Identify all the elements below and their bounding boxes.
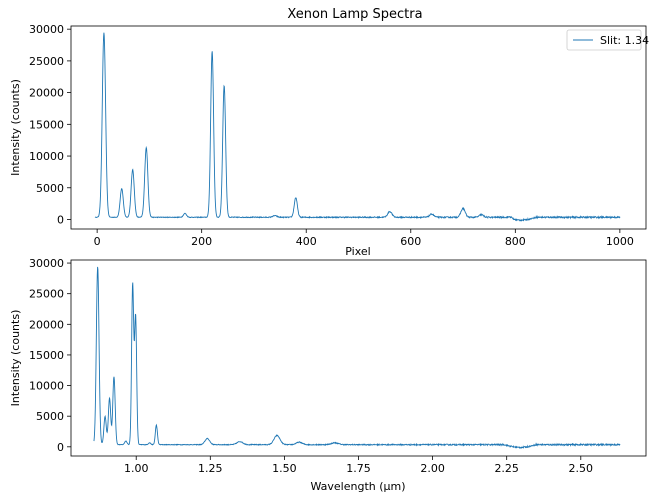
bottom-panel: 1.00 1.25 1.50 1.75 2.00 2.25 2.50 0 5000 10000 1… xyxy=(9,257,647,493)
top-y-ticks: 0 5000 10000 15000 20000 25000 30000 xyxy=(29,23,71,226)
x-tick-label: 1.75 xyxy=(346,462,371,475)
series-line xyxy=(94,32,621,222)
y-tick-label: 30000 xyxy=(29,23,64,36)
y-tick-label: 20000 xyxy=(29,318,64,331)
top-x-axis-label: Pixel xyxy=(345,245,370,258)
bottom-y-axis-label: Intensity (counts) xyxy=(9,310,22,407)
top-panel: Xenon Lamp Spectra 0 200 400 600 800 1000 0 50… xyxy=(9,7,649,258)
y-tick-label: 0 xyxy=(57,213,64,226)
legend: Slit: 1.34 xyxy=(566,29,649,51)
y-tick-label: 15000 xyxy=(29,349,64,362)
x-tick-label: 1.50 xyxy=(272,462,297,475)
series-line xyxy=(93,266,621,449)
y-tick-label: 25000 xyxy=(29,55,64,68)
x-tick-label: 1.25 xyxy=(198,462,223,475)
x-tick-label: 1.00 xyxy=(124,462,149,475)
bottom-axes-frame xyxy=(70,259,647,457)
y-tick-label: 0 xyxy=(57,441,64,454)
bottom-y-ticks: 0 5000 10000 15000 20000 25000 30000 xyxy=(29,257,71,454)
bottom-plot-area xyxy=(93,266,621,449)
x-tick-label: 1000 xyxy=(606,235,634,248)
x-tick-label: 2.25 xyxy=(494,462,519,475)
legend-box xyxy=(566,29,642,51)
y-tick-label: 30000 xyxy=(29,257,64,270)
top-x-ticks: 0 200 400 600 800 1000 xyxy=(94,229,634,248)
x-tick-label: 2.00 xyxy=(420,462,445,475)
bottom-x-ticks: 1.00 1.25 1.50 1.75 2.00 2.25 2.50 xyxy=(124,456,593,475)
x-tick-label: 2.50 xyxy=(569,462,594,475)
top-y-axis-label: Intensity (counts) xyxy=(9,79,22,176)
top-axes-frame xyxy=(70,25,647,230)
y-tick-label: 20000 xyxy=(29,87,64,100)
top-title: Xenon Lamp Spectra xyxy=(287,7,422,22)
x-tick-label: 400 xyxy=(296,235,317,248)
x-tick-label: 600 xyxy=(400,235,421,248)
legend-entry: Slit: 1.34 xyxy=(600,34,649,47)
y-tick-label: 25000 xyxy=(29,288,64,301)
y-tick-label: 15000 xyxy=(29,118,64,131)
x-tick-label: 0 xyxy=(94,235,101,248)
top-plot-area xyxy=(94,32,621,222)
y-tick-label: 5000 xyxy=(36,410,64,423)
y-tick-label: 10000 xyxy=(29,150,64,163)
x-tick-label: 800 xyxy=(505,235,526,248)
y-tick-label: 10000 xyxy=(29,380,64,393)
bottom-x-axis-label: Wavelength (μm) xyxy=(310,480,405,493)
y-tick-label: 5000 xyxy=(36,182,64,195)
x-tick-label: 200 xyxy=(191,235,212,248)
